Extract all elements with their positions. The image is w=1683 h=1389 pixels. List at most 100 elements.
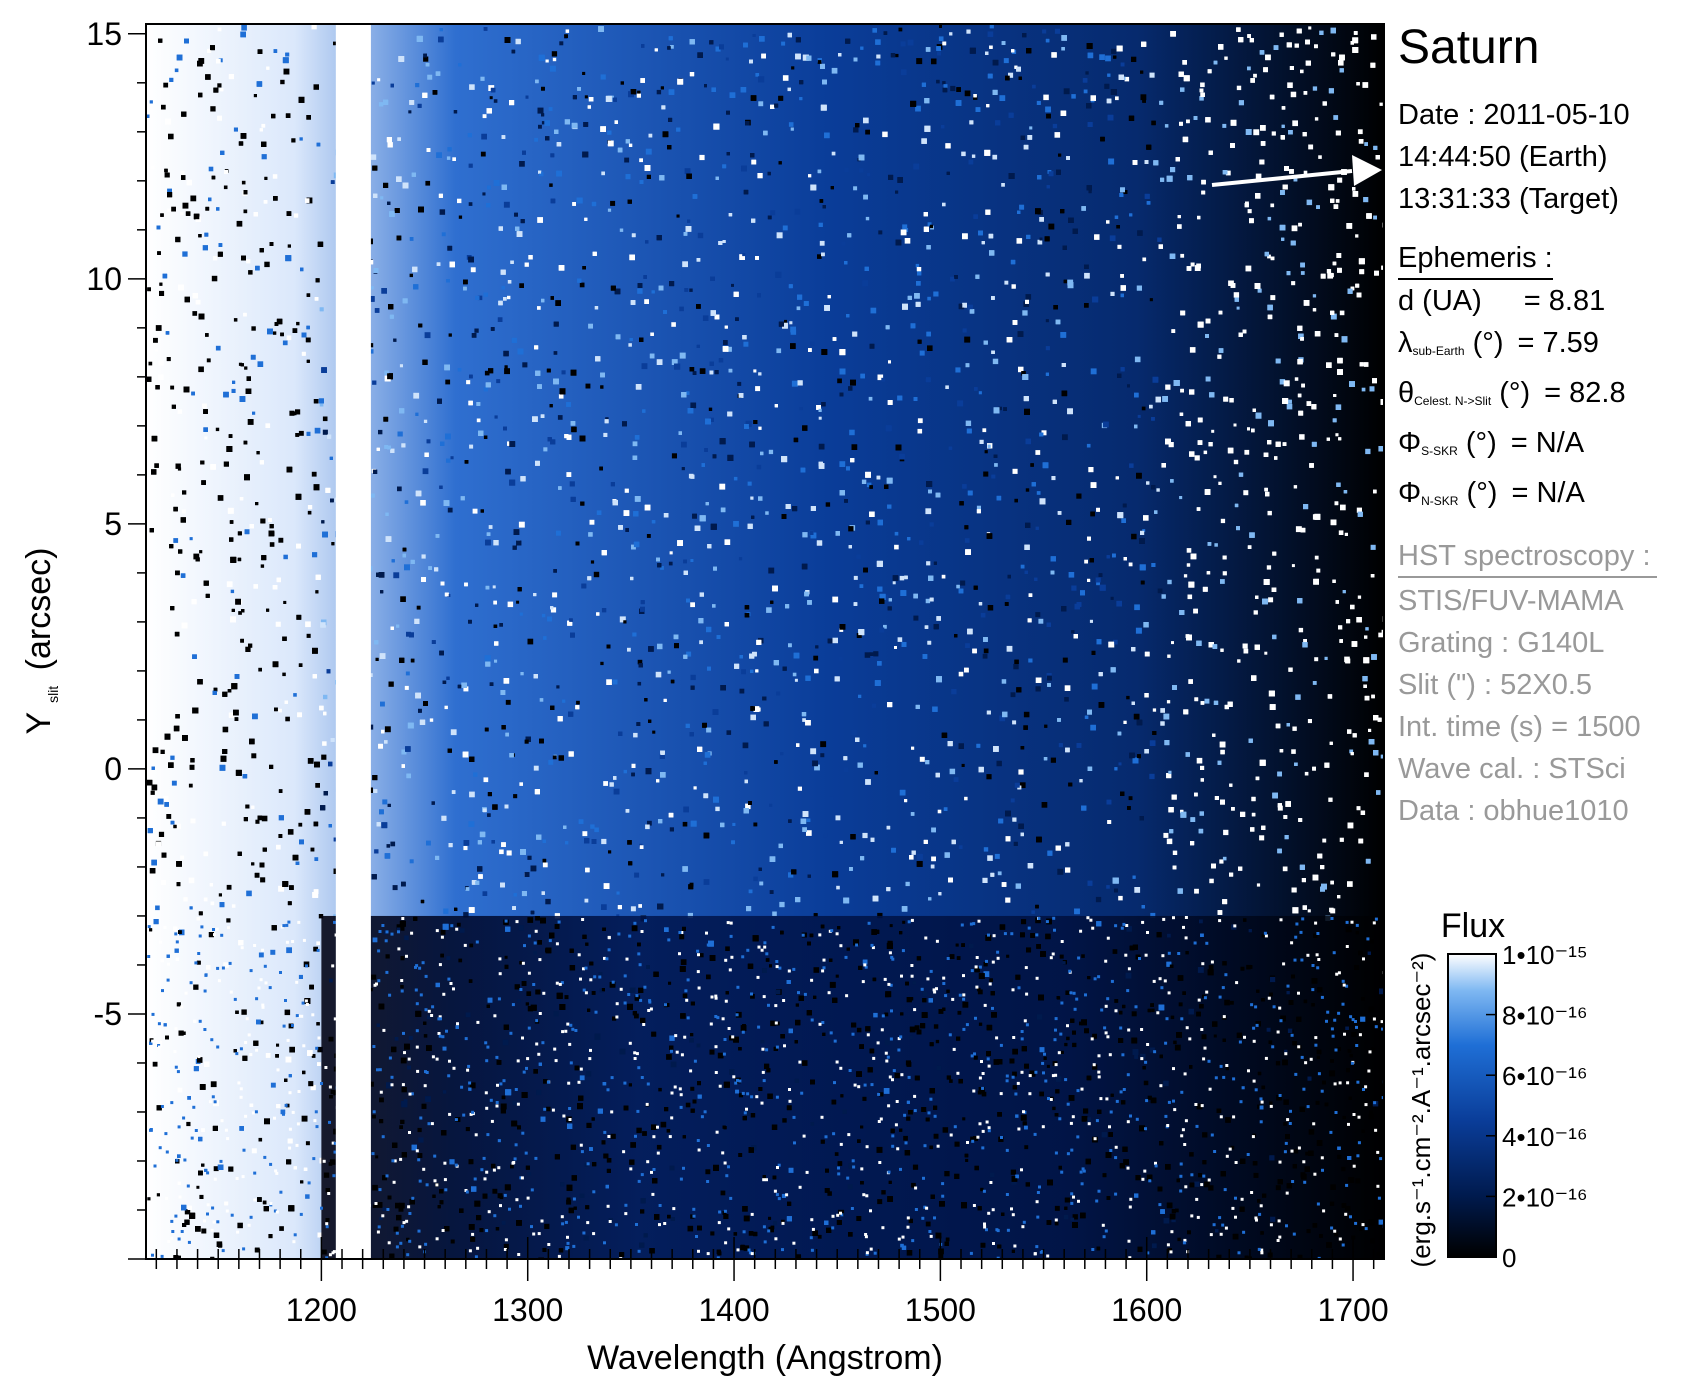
- noise-speck: [1244, 449, 1250, 455]
- noise-speck: [156, 1193, 160, 1197]
- noise-speck: [1041, 802, 1048, 808]
- noise-speck: [1253, 73, 1257, 78]
- noise-speck: [1052, 123, 1058, 129]
- noise-speck: [656, 359, 663, 365]
- noise-speck: [1183, 574, 1188, 578]
- noise-speck: [1322, 838, 1327, 843]
- noise-speck: [644, 299, 649, 304]
- noise-speck: [492, 585, 496, 589]
- noise-speck: [1003, 58, 1009, 64]
- noise-speck: [306, 633, 311, 638]
- noise-speck: [537, 107, 544, 114]
- noise-speck: [272, 331, 277, 335]
- noise-speck: [646, 534, 651, 538]
- noise-speck: [384, 740, 388, 744]
- noise-speck: [285, 1056, 292, 1063]
- noise-speck: [601, 838, 607, 845]
- noise-speck: [1076, 493, 1082, 499]
- noise-speck: [378, 102, 384, 107]
- noise-speck: [231, 904, 236, 908]
- noise-speck: [370, 154, 377, 160]
- noise-speck: [427, 74, 433, 80]
- noise-speck: [603, 883, 610, 889]
- noise-speck: [541, 613, 546, 618]
- noise-speck: [1140, 94, 1147, 101]
- noise-speck: [1083, 89, 1088, 94]
- noise-speck: [806, 830, 812, 836]
- noise-speck: [493, 99, 498, 103]
- noise-speck: [386, 844, 391, 848]
- noise-speck: [378, 429, 383, 435]
- noise-speck: [1225, 170, 1231, 176]
- noise-speck: [422, 468, 429, 475]
- noise-speck: [441, 232, 446, 237]
- noise-speck: [916, 58, 923, 65]
- noise-speck: [323, 791, 328, 796]
- noise-speck: [217, 27, 222, 32]
- noise-speck: [1057, 868, 1064, 875]
- noise-speck: [1381, 629, 1384, 635]
- noise-speck: [261, 815, 268, 822]
- noise-speck: [1044, 724, 1048, 728]
- noise-speck: [316, 941, 320, 946]
- noise-speck: [522, 362, 528, 368]
- noise-speck: [712, 604, 716, 608]
- noise-speck: [1199, 96, 1204, 101]
- noise-speck: [226, 918, 231, 923]
- noise-speck: [1303, 639, 1307, 643]
- noise-speck: [210, 106, 216, 112]
- noise-speck: [507, 601, 514, 608]
- noise-speck: [590, 824, 595, 829]
- noise-speck: [161, 104, 166, 110]
- heatmap-noise: [146, 24, 1384, 1259]
- noise-speck: [1012, 720, 1017, 725]
- noise-speck: [1118, 762, 1122, 766]
- noise-speck: [794, 208, 801, 215]
- noise-speck: [961, 151, 966, 157]
- noise-speck: [292, 328, 298, 333]
- noise-speck: [371, 81, 375, 85]
- noise-speck: [997, 871, 1002, 876]
- noise-speck: [1363, 197, 1369, 203]
- noise-speck: [687, 912, 693, 919]
- noise-speck: [766, 607, 772, 613]
- noise-speck: [1259, 835, 1265, 841]
- noise-speck: [196, 1185, 200, 1189]
- noise-speck: [850, 379, 856, 386]
- noise-speck: [549, 65, 556, 72]
- noise-speck: [170, 755, 175, 760]
- noise-speck: [295, 409, 301, 415]
- noise-speck: [669, 827, 674, 832]
- noise-speck: [241, 25, 247, 31]
- noise-speck: [994, 463, 998, 467]
- noise-speck: [757, 173, 763, 179]
- noise-speck: [951, 689, 957, 695]
- noise-speck: [552, 755, 557, 760]
- noise-speck: [280, 79, 285, 85]
- noise-speck: [862, 832, 868, 839]
- noise-speck: [206, 358, 211, 363]
- noise-speck: [778, 161, 782, 165]
- noise-speck: [1330, 313, 1337, 320]
- noise-speck: [1292, 726, 1297, 731]
- noise-speck: [872, 28, 877, 33]
- noise-speck: [904, 238, 911, 244]
- noise-speck: [1134, 887, 1141, 893]
- noise-speck: [369, 349, 374, 354]
- noise-speck: [264, 1118, 270, 1125]
- noise-speck: [882, 131, 888, 138]
- noise-speck: [733, 521, 739, 527]
- noise-speck: [726, 346, 732, 352]
- noise-speck: [1123, 720, 1127, 724]
- noise-speck: [549, 404, 553, 408]
- noise-speck: [1267, 254, 1271, 259]
- noise-speck: [1200, 82, 1205, 88]
- noise-speck: [992, 358, 999, 365]
- noise-speck: [1014, 498, 1018, 503]
- noise-speck: [556, 685, 560, 689]
- noise-speck: [1338, 60, 1344, 66]
- noise-speck: [1157, 237, 1162, 242]
- noise-speck: [477, 295, 483, 301]
- noise-speck: [765, 511, 769, 515]
- noise-speck: [278, 537, 284, 543]
